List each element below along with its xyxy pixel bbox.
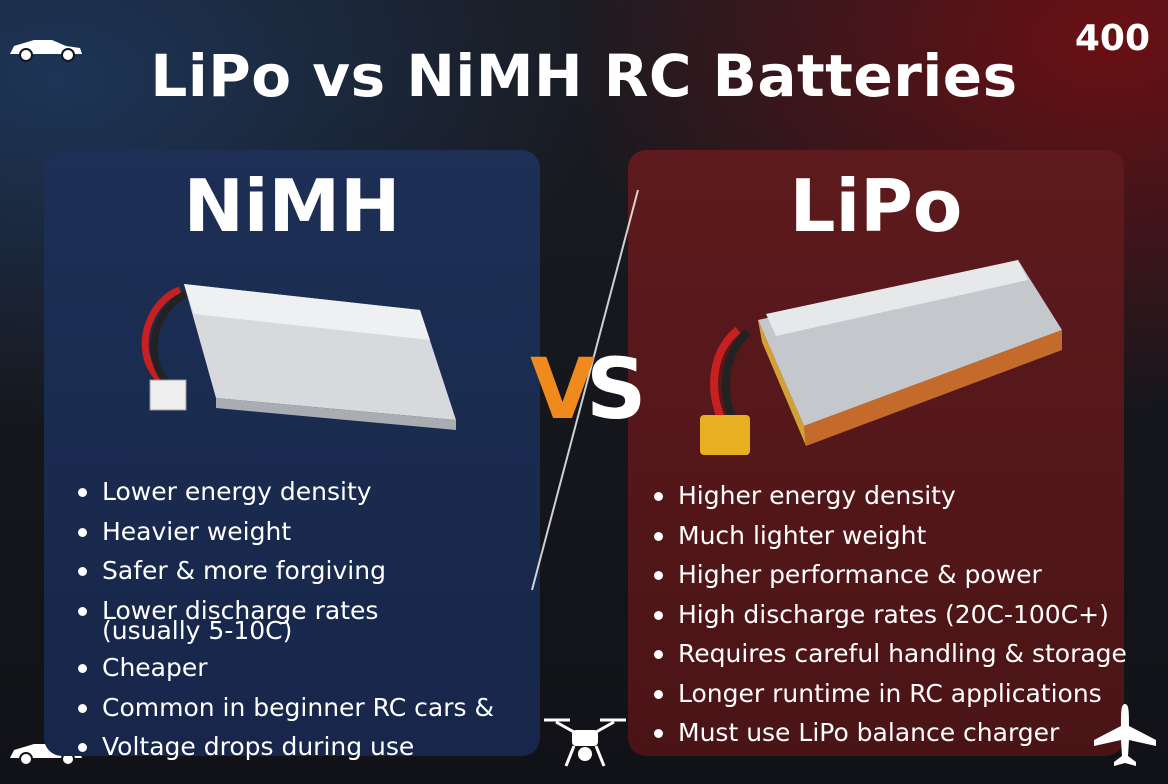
bullet-item: Higher energy density [652,476,1127,516]
bullet-item: Safer & more forgiving [76,551,494,591]
item-text: Safer & more forgiving [102,556,386,585]
item-text: Voltage drops during use [102,732,415,761]
divider [531,189,639,591]
item-text: Cheaper [102,653,208,682]
badge: 400 [1074,18,1150,59]
item-list: Lower energy density Heavier weight Safer … [76,472,494,767]
item-text: Must use LiPo balance charger [678,718,1060,747]
item-text: Higher performance & power [678,560,1042,589]
vs-s: S [586,340,647,438]
lipo-panel: LiPo Higher energy density Much lighter w… [628,150,1127,756]
car-icon [10,40,82,62]
item-text: Requires careful handling & storage [678,639,1127,668]
item-text: Heavier weight [102,516,292,546]
bullet-item: Must use LiPo balance charger [652,713,1127,753]
item-note: (usually 5-10C) [102,616,293,645]
item-text: High discharge rates (20C-100C+) [678,599,1109,629]
bullet-item: Higher performance & power [652,555,1127,595]
item-text: Common in beginner RC cars & [102,692,494,722]
drone-icon [544,718,626,767]
item-text: Higher energy density [678,481,956,510]
title: LiPo vs NiMH RC Batteries [150,42,1018,110]
vs-v: V [530,340,596,438]
bullet-item: Common in beginner RC cars & [76,688,494,728]
lipo-battery [700,260,1062,455]
bullet-item: Lower energy density [76,472,494,512]
bullet-item: Lower discharge rates (usually 5-10C) [76,591,494,643]
bullet-item: Requires careful handling & storage [652,634,1127,674]
nimh-panel: NiMH Lower energy density Heavier weight S… [44,150,540,761]
bullet-item: Longer runtime in RC applications [652,674,1127,714]
panel-title: NiMH [183,164,401,248]
item-text: Longer runtime in RC applications [678,678,1102,708]
bullet-item: Heavier weight [76,512,494,552]
bullet-item: Much lighter weight [652,516,1127,556]
nimh-battery [141,284,456,430]
plane-icon [1094,704,1156,766]
bullet-item: Voltage drops during use [76,727,494,767]
item-text: Lower discharge rates [102,595,379,625]
item-text: Much lighter weight [678,520,927,550]
panel-title: LiPo [789,164,963,248]
bullet-item: High discharge rates (20C-100C+) [652,595,1127,635]
item-text: Lower energy density [102,477,372,506]
item-list: Higher energy density Much lighter weight… [652,476,1127,753]
bullet-item: Cheaper [76,648,494,688]
